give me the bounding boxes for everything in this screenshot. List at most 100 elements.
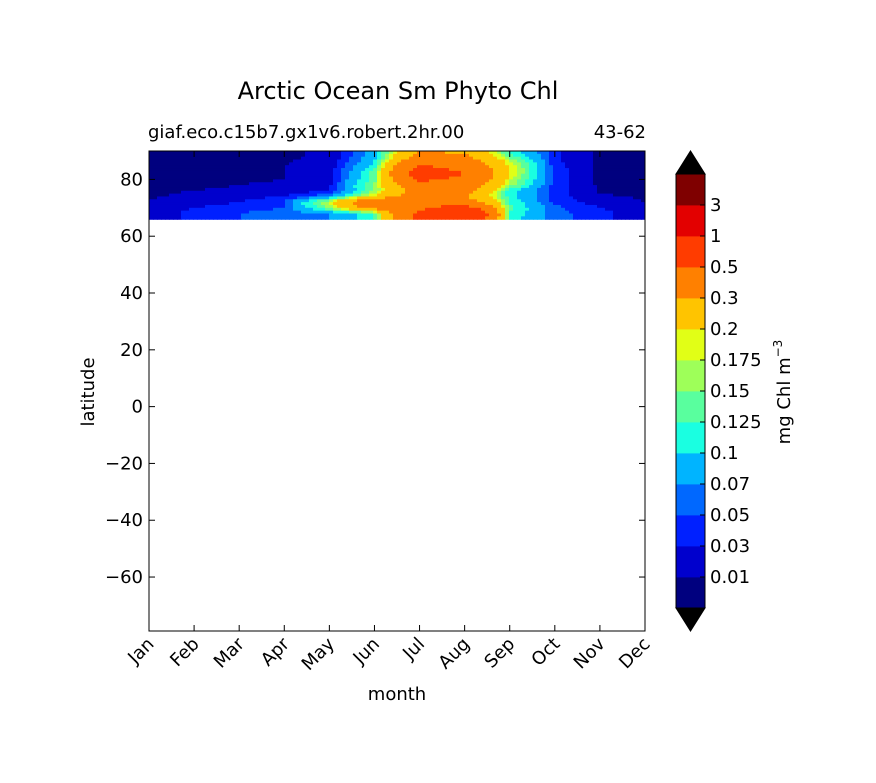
- heatmap-cell: [477, 216, 482, 220]
- heatmap-cell: [389, 170, 394, 175]
- heatmap-cell: [217, 199, 222, 203]
- heatmap-cell: [357, 190, 362, 195]
- heatmap-cell: [241, 153, 246, 158]
- heatmap-cell: [229, 196, 234, 200]
- heatmap-cell: [369, 193, 374, 198]
- heatmap-cell: [217, 202, 222, 206]
- heatmap-cell: [209, 162, 214, 166]
- heatmap-cell: [589, 216, 594, 220]
- heatmap-cell: [609, 187, 614, 192]
- heatmap-cell: [329, 156, 334, 161]
- heatmap-cell: [541, 202, 546, 206]
- heatmap-cell: [429, 187, 434, 192]
- heatmap-cell: [477, 170, 482, 175]
- heatmap-cell: [633, 185, 638, 189]
- heatmap-cell: [461, 173, 466, 178]
- heatmap-cell: [269, 153, 274, 158]
- heatmap-cell: [289, 207, 294, 212]
- heatmap-cell: [549, 162, 554, 166]
- heatmap-cell: [301, 199, 306, 203]
- heatmap-cell: [477, 213, 482, 217]
- colorbar-tick-label: 0.03: [710, 536, 750, 557]
- heatmap-cell: [393, 159, 398, 163]
- heatmap-cell: [357, 202, 362, 206]
- heatmap-cell: [221, 153, 226, 158]
- heatmap-cell: [329, 151, 334, 155]
- heatmap-cell: [341, 176, 346, 180]
- heatmap-cell: [377, 185, 382, 189]
- heatmap-cell: [373, 193, 378, 198]
- heatmap-cell: [165, 151, 170, 155]
- heatmap-cell: [257, 162, 262, 166]
- heatmap-cell: [573, 176, 578, 180]
- heatmap-cell: [445, 213, 450, 217]
- heatmap-cell: [273, 173, 278, 178]
- heatmap-cell: [561, 173, 566, 178]
- heatmap-cell: [465, 165, 470, 169]
- heatmap-cell: [421, 193, 426, 198]
- heatmap-cell: [269, 170, 274, 175]
- heatmap-cell: [149, 165, 154, 169]
- heatmap-cell: [337, 182, 342, 186]
- heatmap-cell: [593, 187, 598, 192]
- heatmap-cell: [593, 159, 598, 163]
- heatmap-cell: [441, 196, 446, 200]
- heatmap-cell: [313, 176, 318, 180]
- heatmap-cell: [289, 162, 294, 166]
- heatmap-cell: [361, 202, 366, 206]
- heatmap-cell: [485, 153, 490, 158]
- heatmap-cell: [321, 199, 326, 203]
- heatmap-cell: [273, 176, 278, 180]
- heatmap-cell: [633, 213, 638, 217]
- heatmap-cell: [437, 168, 442, 172]
- heatmap-cell: [333, 165, 338, 169]
- heatmap-cell: [525, 176, 530, 180]
- heatmap-cell: [637, 151, 642, 155]
- heatmap-cell: [449, 173, 454, 178]
- heatmap-cell: [517, 210, 522, 215]
- heatmap-cell: [281, 193, 286, 198]
- heatmap-cell: [381, 199, 386, 203]
- heatmap-cell: [589, 168, 594, 172]
- heatmap-cell: [577, 190, 582, 195]
- heatmap-cell: [489, 193, 494, 198]
- heatmap-cell: [397, 204, 402, 209]
- heatmap-cell: [341, 156, 346, 161]
- heatmap-cell: [165, 153, 170, 158]
- heatmap-cell: [617, 187, 622, 192]
- heatmap-cell: [305, 159, 310, 163]
- heatmap-cell: [285, 202, 290, 206]
- heatmap-cell: [185, 190, 190, 195]
- heatmap-cell: [533, 165, 538, 169]
- heatmap-cell: [593, 190, 598, 195]
- heatmap-cell: [377, 187, 382, 192]
- heatmap-cell: [417, 159, 422, 163]
- heatmap-cell: [245, 162, 250, 166]
- heatmap-cell: [185, 151, 190, 155]
- heatmap-cell: [229, 153, 234, 158]
- heatmap-cell: [381, 176, 386, 180]
- heatmap-cell: [153, 168, 158, 172]
- heatmap-cell: [289, 199, 294, 203]
- heatmap-cell: [617, 173, 622, 178]
- heatmap-cell: [585, 185, 590, 189]
- heatmap-cell: [549, 159, 554, 163]
- heatmap-cell: [533, 173, 538, 178]
- heatmap-cell: [345, 165, 350, 169]
- heatmap-cell: [561, 151, 566, 155]
- x-tick-label: Jan: [123, 634, 158, 669]
- heatmap-cell: [501, 165, 506, 169]
- heatmap-cell: [321, 159, 326, 163]
- heatmap-cell: [349, 187, 354, 192]
- heatmap-cell: [305, 210, 310, 215]
- heatmap-cell: [253, 213, 258, 217]
- heatmap-cell: [269, 207, 274, 212]
- heatmap-cell: [489, 182, 494, 186]
- heatmap-cell: [309, 193, 314, 198]
- heatmap-cell: [149, 210, 154, 215]
- heatmap-cell: [625, 216, 630, 220]
- heatmap-cell: [433, 216, 438, 220]
- x-tick-label: Jul: [398, 634, 429, 665]
- heatmap-cell: [517, 202, 522, 206]
- heatmap-cell: [197, 176, 202, 180]
